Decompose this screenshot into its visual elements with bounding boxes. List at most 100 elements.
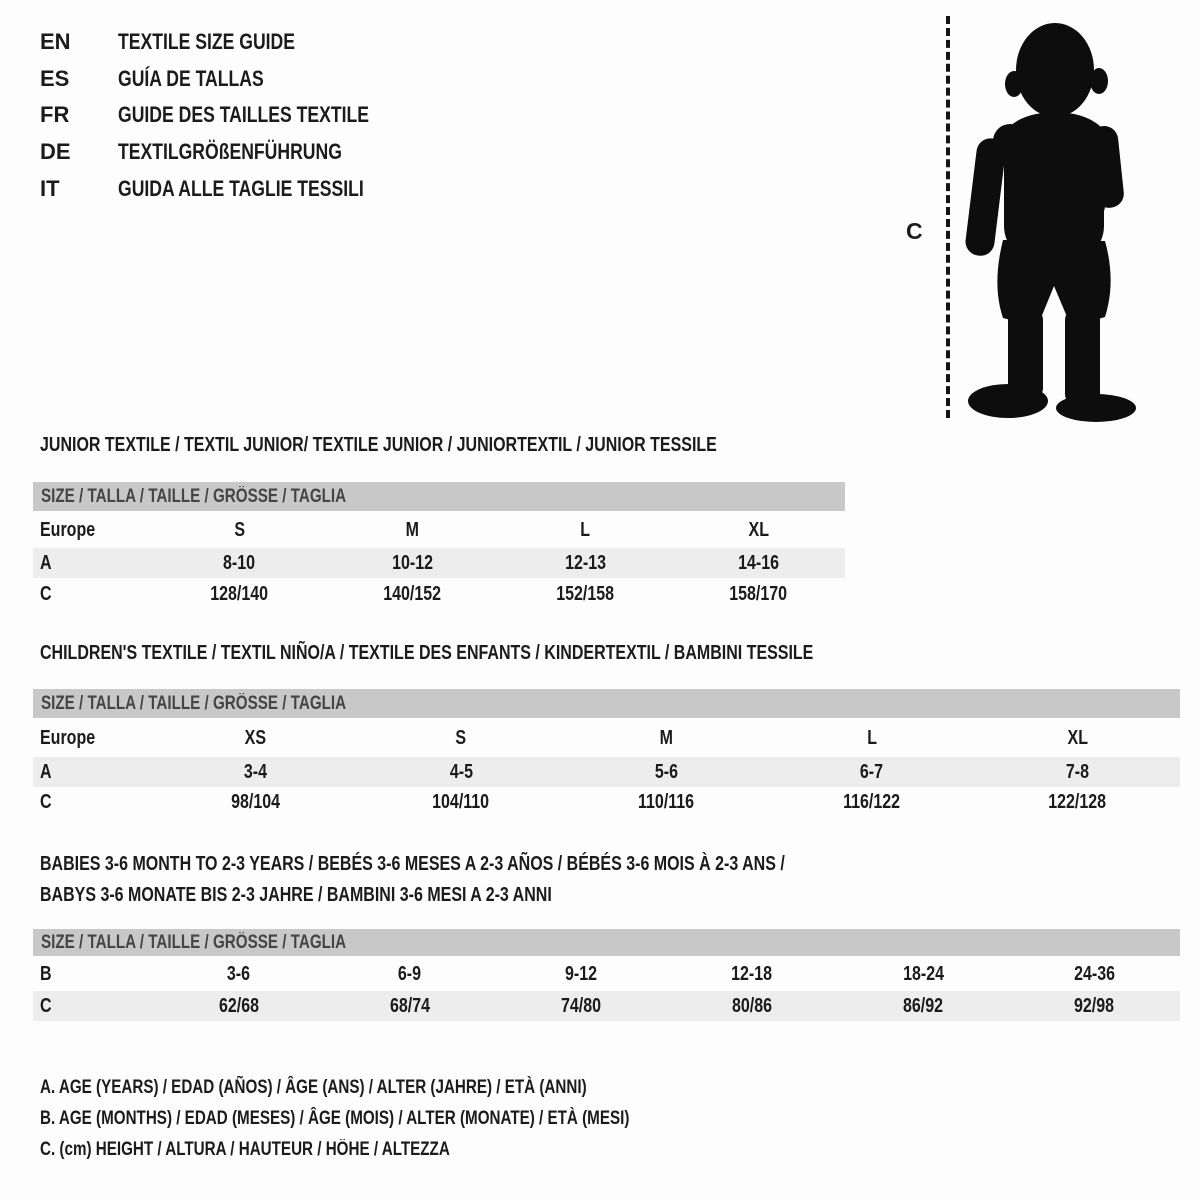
cell-text: L (580, 518, 591, 541)
cell-text: 12-13 (565, 551, 606, 574)
cell-size: S (153, 512, 326, 548)
cell-size: L (499, 512, 672, 548)
cell-text: 12-18 (731, 963, 773, 985)
lang-title: GUIDE DES TAILLES TEXTILE (118, 102, 369, 128)
cell-size: XL (672, 512, 845, 548)
cell-value: 5-6 (564, 757, 769, 787)
cell-size: S (358, 719, 563, 757)
cell-value: 152/158 (499, 578, 672, 610)
lang-row-fr: FR GUIDE DES TAILLES TEXTILE (40, 97, 432, 134)
cell-size: M (326, 512, 499, 548)
junior-section-title: JUNIOR TEXTILE / TEXTIL JUNIOR/ TEXTILE … (40, 433, 886, 458)
junior-size-table: Europe S M L XL A 8-10 10-12 12-13 14-16… (33, 512, 845, 610)
cell-value: 3-4 (153, 757, 358, 787)
cell-row-label: B (33, 958, 153, 991)
lang-title: TEXTILGRÖßENFÜHRUNG (118, 139, 342, 165)
cell-value: 86/92 (838, 991, 1009, 1021)
cell-region-label: Europe (33, 512, 153, 548)
cell-text: 86/92 (903, 994, 944, 1017)
table-row-height: C 98/104 104/110 110/116 116/122 122/128 (33, 787, 1180, 818)
children-section-title: CHILDREN'S TEXTILE / TEXTIL NIÑO/A / TEX… (40, 641, 1007, 666)
cell-value: 12-18 (666, 958, 837, 991)
table-row-height: C 128/140 140/152 152/158 158/170 (33, 578, 845, 610)
cell-value: 3-6 (153, 958, 324, 991)
babies-size-table: B 3-6 6-9 9-12 12-18 18-24 24-36 C 62/68… (33, 958, 1180, 1021)
cell-text: 116/122 (843, 791, 901, 813)
legend-text: B. AGE (MONTHS) / EDAD (MESES) / ÂGE (MO… (40, 1108, 630, 1129)
children-size-table: Europe XS S M L XL A 3-4 4-5 5-6 6-7 7-8… (33, 719, 1180, 818)
cell-text: XL (748, 518, 769, 541)
cell-text: XS (245, 726, 267, 749)
table-row-sizes: Europe XS S M L XL (33, 719, 1180, 757)
cell-text: 4-5 (449, 760, 473, 783)
section-title-text: BABYS 3-6 MONATE BIS 2-3 JAHRE / BAMBINI… (40, 884, 552, 906)
cell-value: 158/170 (672, 578, 845, 610)
cell-size: XS (153, 719, 358, 757)
lang-row-it: IT GUIDA ALLE TAGLIE TESSILI (40, 170, 432, 207)
cell-value: 4-5 (358, 757, 563, 787)
cell-text: 74/80 (560, 994, 601, 1017)
legend-text: C. (cm) HEIGHT / ALTURA / HAUTEUR / HÖHE… (40, 1139, 450, 1160)
cell-value: 92/98 (1009, 991, 1180, 1021)
cell-value: 62/68 (153, 991, 324, 1021)
section-title-text: CHILDREN'S TEXTILE / TEXTIL NIÑO/A / TEX… (40, 642, 814, 664)
lang-row-de: DE TEXTILGRÖßENFÜHRUNG (40, 134, 432, 171)
cell-value: 110/116 (564, 787, 769, 818)
children-size-bar: SIZE / TALLA / TAILLE / GRÖSSE / TAGLIA (33, 689, 1180, 718)
lang-code: ES (40, 65, 70, 91)
cell-text: 80/86 (732, 994, 773, 1017)
cell-text: 14-16 (738, 551, 779, 574)
cell-value: 80/86 (666, 991, 837, 1021)
lang-row-es: ES GUÍA DE TALLAS (40, 61, 432, 98)
cell-size: M (564, 719, 769, 757)
cell-text: Europe (40, 518, 96, 541)
section-title-text: BABIES 3-6 MONTH TO 2-3 YEARS / BEBÉS 3-… (40, 853, 785, 875)
cell-value: 7-8 (975, 757, 1180, 787)
lang-title: GUÍA DE TALLAS (118, 65, 264, 91)
cell-text: 3-6 (227, 963, 251, 985)
lang-code: DE (40, 139, 71, 165)
babies-size-bar: SIZE / TALLA / TAILLE / GRÖSSE / TAGLIA (33, 929, 1180, 956)
cell-text: 152/158 (556, 582, 615, 605)
cell-text: 98/104 (231, 791, 281, 813)
lang-title: TEXTILE SIZE GUIDE (118, 29, 295, 55)
cell-value: 122/128 (975, 787, 1180, 818)
legend-line-c: C. (cm) HEIGHT / ALTURA / HAUTEUR / HÖHE… (40, 1134, 777, 1165)
legend-line-a: A. AGE (YEARS) / EDAD (AÑOS) / ÂGE (ANS)… (40, 1072, 777, 1103)
legend: A. AGE (YEARS) / EDAD (AÑOS) / ÂGE (ANS)… (40, 1072, 777, 1165)
cell-text: 7-8 (1065, 760, 1089, 783)
cell-text: 62/68 (218, 994, 259, 1017)
cell-text: XL (1067, 726, 1088, 749)
cell-row-label: A (33, 548, 153, 578)
cell-text: 122/128 (1048, 791, 1107, 813)
cell-text: L (866, 726, 877, 749)
cell-text: C (40, 791, 52, 813)
cell-text: M (659, 726, 674, 749)
cell-value: 6-7 (769, 757, 974, 787)
cell-text: Europe (40, 726, 96, 749)
table-row-sizes: Europe S M L XL (33, 512, 845, 548)
language-title-list: EN TEXTILE SIZE GUIDE ES GUÍA DE TALLAS … (40, 24, 432, 207)
size-bar-text: SIZE / TALLA / TAILLE / GRÖSSE / TAGLIA (41, 931, 347, 953)
cell-text: S (234, 518, 245, 541)
cell-region-label: Europe (33, 719, 153, 757)
cell-text: 8-10 (223, 551, 256, 574)
lang-row-en: EN TEXTILE SIZE GUIDE (40, 24, 432, 61)
cell-text: 6-7 (860, 760, 884, 783)
cell-size: XL (975, 719, 1180, 757)
cell-text: 92/98 (1074, 994, 1115, 1017)
section-title-text: JUNIOR TEXTILE / TEXTIL JUNIOR/ TEXTILE … (40, 434, 717, 456)
cell-text: 10-12 (392, 551, 433, 574)
lang-title: GUIDA ALLE TAGLIE TESSILI (118, 175, 364, 201)
cell-text: C (40, 582, 52, 605)
cell-text: C (40, 994, 52, 1017)
size-bar-text: SIZE / TALLA / TAILLE / GRÖSSE / TAGLIA (41, 692, 347, 714)
height-dashed-line (946, 16, 950, 418)
cell-value: 10-12 (326, 548, 499, 578)
cell-text: 104/110 (432, 791, 490, 813)
cell-text: 68/74 (389, 994, 430, 1017)
cell-value: 104/110 (358, 787, 563, 818)
cell-text: 128/140 (210, 582, 269, 605)
cell-value: 14-16 (672, 548, 845, 578)
cell-row-label: C (33, 787, 153, 818)
